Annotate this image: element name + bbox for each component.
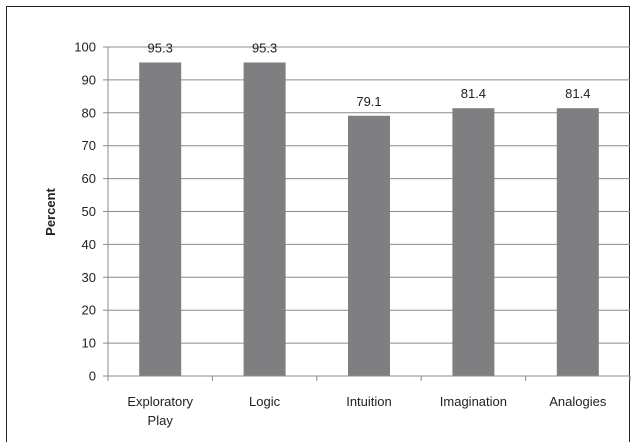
y-axis-title: Percent — [43, 187, 58, 235]
y-tick-label: 60 — [82, 171, 96, 186]
data-label: 95.3 — [252, 40, 277, 55]
y-tick-label: 30 — [82, 270, 96, 285]
bar — [139, 62, 182, 376]
x-category-label: Logic — [249, 394, 281, 409]
bar — [452, 108, 495, 376]
y-tick-label: 20 — [82, 303, 96, 318]
bar — [243, 62, 286, 376]
y-tick-label: 50 — [82, 204, 96, 219]
x-category-label: Intuition — [346, 394, 392, 409]
data-label: 95.3 — [148, 40, 173, 55]
y-tick-label: 80 — [82, 105, 96, 120]
x-category-label: Imagination — [440, 394, 507, 409]
x-category-label: Analogies — [549, 394, 607, 409]
data-label: 81.4 — [461, 86, 486, 101]
data-label: 81.4 — [565, 86, 590, 101]
bars — [139, 62, 599, 377]
x-category-label: Exploratory Play — [127, 394, 193, 428]
chart-frame — [6, 6, 630, 442]
y-tick-label: 0 — [89, 369, 96, 384]
axes — [103, 46, 631, 381]
labels: 0 10 20 30 40 50 60 70 80 90 100 95.3 Exploratory Pla… — [74, 40, 607, 429]
y-tick-label: 100 — [74, 40, 96, 55]
bar — [556, 108, 599, 376]
bar — [348, 115, 390, 377]
y-tick-label: 90 — [82, 72, 96, 87]
y-tick-label: 10 — [82, 336, 96, 351]
y-tick-label: 40 — [82, 237, 96, 252]
y-tick-label: 70 — [82, 138, 96, 153]
data-label: 79.1 — [356, 94, 381, 109]
